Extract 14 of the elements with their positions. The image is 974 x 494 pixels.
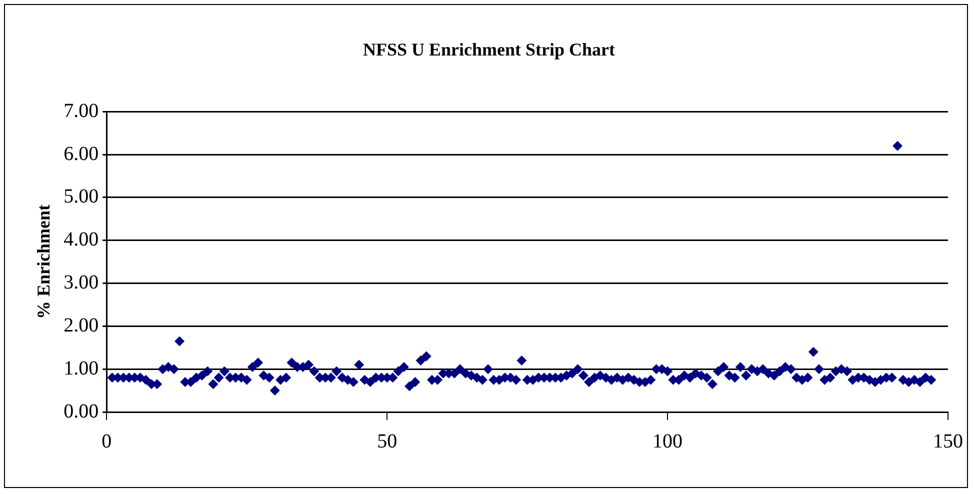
y-tick-label: 1.00 (64, 357, 99, 380)
chart-title: NFSS U Enrichment Strip Chart (362, 39, 616, 60)
y-tick-label: 7.00 (64, 100, 99, 122)
y-tick-label: 5.00 (64, 186, 99, 208)
x-tick-label: 50 (377, 430, 398, 452)
y-axis-title: % Enrichment (33, 204, 54, 320)
x-tick-label: 150 (933, 430, 963, 452)
x-tick-label: 100 (652, 430, 683, 452)
y-tick-label: 2.00 (64, 314, 99, 336)
y-tick-label: 3.00 (64, 272, 99, 294)
y-tick-label: 4.00 (64, 228, 99, 251)
y-tick-label: 0.00 (64, 400, 99, 422)
y-tick-label: 6.00 (64, 142, 99, 165)
x-tick-label: 0 (102, 430, 112, 452)
